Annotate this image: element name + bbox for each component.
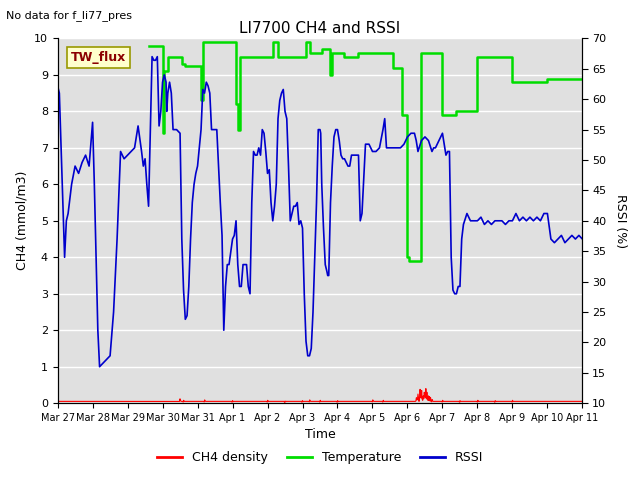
Legend: CH4 density, Temperature, RSSI: CH4 density, Temperature, RSSI: [152, 446, 488, 469]
X-axis label: Time: Time: [305, 429, 335, 442]
Title: LI7700 CH4 and RSSI: LI7700 CH4 and RSSI: [239, 21, 401, 36]
Text: TW_flux: TW_flux: [70, 51, 126, 64]
Y-axis label: CH4 (mmol/m3): CH4 (mmol/m3): [15, 171, 28, 271]
Y-axis label: RSSI (%): RSSI (%): [614, 194, 627, 248]
Text: No data for f_li77_pres: No data for f_li77_pres: [6, 10, 132, 21]
